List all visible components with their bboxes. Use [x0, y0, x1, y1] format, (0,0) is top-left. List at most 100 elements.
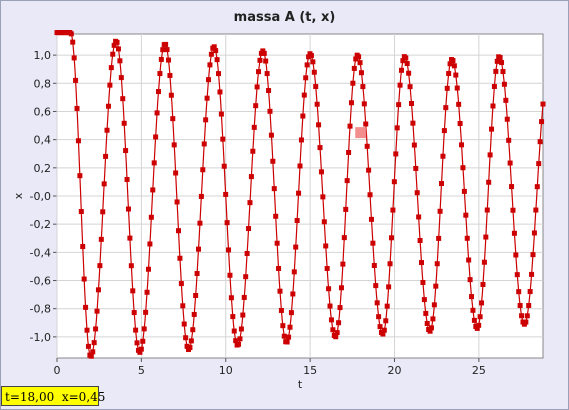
data-point	[165, 57, 171, 63]
data-point	[105, 103, 111, 109]
data-point	[123, 148, 129, 154]
data-point	[254, 84, 260, 90]
data-point	[311, 69, 317, 75]
data-point	[361, 101, 367, 107]
data-point	[494, 58, 500, 64]
data-point	[427, 328, 433, 334]
y-tick-label: -0,2	[30, 218, 51, 231]
data-point	[148, 214, 154, 220]
data-point	[173, 170, 179, 176]
data-point	[320, 194, 326, 200]
data-point	[504, 116, 510, 122]
data-point	[357, 60, 363, 66]
data-point	[280, 323, 286, 329]
data-point	[400, 58, 406, 64]
data-point	[214, 57, 220, 63]
x-tick-label: 25	[472, 364, 486, 377]
data-point	[143, 309, 149, 315]
data-point	[176, 228, 181, 234]
data-point	[414, 190, 420, 196]
data-point	[381, 327, 387, 333]
x-tick-label: 10	[219, 364, 233, 377]
highlight-point	[355, 127, 367, 139]
data-point	[373, 283, 379, 289]
data-point	[480, 281, 486, 287]
data-point	[168, 92, 174, 98]
data-point	[348, 100, 354, 106]
data-point	[236, 341, 242, 347]
data-point	[503, 97, 509, 103]
data-point	[110, 51, 116, 57]
x-axis-label: t	[298, 378, 303, 391]
data-point	[286, 334, 292, 340]
data-point	[226, 247, 232, 253]
y-tick-label: -0,6	[30, 275, 51, 288]
data-point	[91, 340, 97, 346]
x-tick-label: 0	[54, 364, 61, 377]
data-point	[461, 188, 467, 194]
data-point	[250, 148, 256, 154]
data-point	[337, 305, 343, 311]
data-point	[137, 349, 143, 355]
data-point	[451, 63, 457, 69]
x-tick-label: 20	[388, 364, 402, 377]
data-point	[160, 47, 166, 53]
y-tick-label: 1,0	[34, 49, 52, 62]
data-point	[303, 75, 309, 81]
data-point	[78, 209, 84, 215]
data-point	[180, 303, 186, 309]
data-point	[197, 220, 203, 226]
data-point	[447, 61, 453, 67]
data-point	[73, 77, 79, 83]
data-point	[208, 51, 214, 57]
data-point	[256, 69, 262, 75]
data-point	[218, 111, 224, 117]
data-point	[497, 55, 503, 61]
data-point	[191, 311, 197, 317]
data-point	[294, 218, 300, 224]
data-point	[85, 343, 91, 349]
data-point	[327, 303, 333, 309]
data-point	[390, 207, 396, 213]
data-point	[253, 103, 259, 109]
data-point	[366, 167, 372, 173]
data-point	[251, 124, 257, 130]
data-point	[450, 58, 456, 64]
data-point	[246, 226, 252, 232]
data-point	[376, 314, 382, 320]
data-point	[516, 289, 522, 295]
data-point	[244, 250, 250, 256]
data-point	[297, 163, 303, 169]
data-point	[393, 151, 399, 157]
data-point	[410, 120, 416, 126]
data-point	[343, 206, 349, 212]
data-point	[281, 333, 287, 339]
data-point	[499, 60, 505, 66]
data-point	[396, 102, 402, 108]
data-point	[196, 246, 202, 252]
data-point	[178, 281, 184, 287]
data-point	[481, 259, 487, 265]
data-point	[407, 84, 413, 90]
data-point	[115, 46, 121, 52]
data-point	[287, 324, 293, 330]
data-point	[443, 105, 449, 111]
data-point	[261, 50, 267, 56]
data-point	[153, 134, 159, 140]
data-point	[200, 167, 206, 173]
data-point	[421, 297, 427, 303]
data-point	[267, 108, 273, 114]
data-point	[539, 119, 545, 125]
data-point	[204, 95, 210, 101]
y-tick-label: -0,8	[30, 303, 51, 316]
data-point	[268, 132, 274, 138]
data-point	[98, 236, 104, 242]
data-point	[120, 96, 126, 102]
data-point	[84, 327, 90, 333]
data-point	[317, 145, 323, 151]
data-point	[351, 65, 357, 71]
data-point	[433, 283, 439, 289]
data-point	[163, 41, 169, 47]
data-point	[533, 207, 539, 213]
